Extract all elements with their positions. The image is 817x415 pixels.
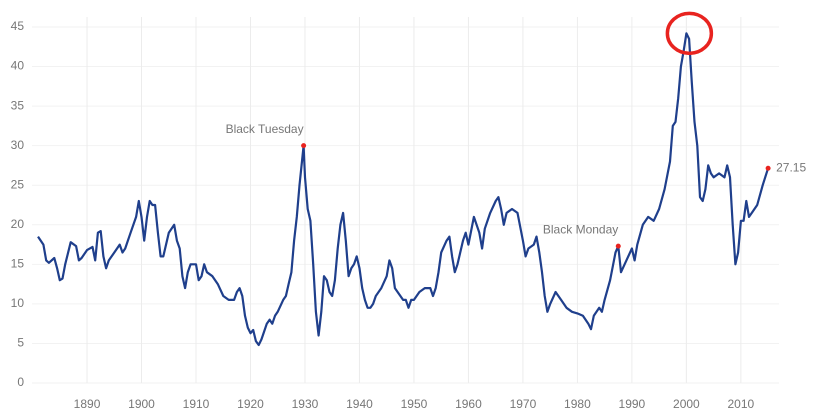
x-tick-label: 1910 [183, 397, 210, 411]
x-tick-label: 1950 [401, 397, 428, 411]
y-tick-label: 20 [11, 217, 25, 231]
x-tick-label: 2010 [728, 397, 755, 411]
annotation-point [615, 243, 621, 249]
x-tick-label: 1960 [455, 397, 482, 411]
x-tick-label: 1990 [619, 397, 646, 411]
y-tick-label: 25 [11, 177, 25, 191]
y-tick-label: 40 [11, 59, 25, 73]
annotation-label: Black Tuesday [226, 122, 304, 136]
highlight-circle [665, 11, 714, 56]
x-tick-label: 1970 [510, 397, 537, 411]
y-tick-label: 15 [11, 257, 25, 271]
y-tick-label: 30 [11, 138, 25, 152]
annotation-point [301, 143, 307, 149]
y-tick-label: 0 [17, 375, 24, 389]
y-tick-label: 35 [11, 98, 25, 112]
x-tick-label: 1930 [292, 397, 319, 411]
y-tick-label: 10 [11, 296, 25, 310]
x-tick-label: 1940 [346, 397, 373, 411]
x-tick-label: 1900 [128, 397, 155, 411]
x-tick-label: 1980 [564, 397, 591, 411]
x-tick-label: 1920 [237, 397, 264, 411]
end-value-label: 27.15 [776, 160, 806, 174]
line [37, 32, 770, 347]
end-point [765, 165, 771, 171]
annotation-label: Black Monday [543, 222, 618, 236]
x-tick-label: 2000 [673, 397, 700, 411]
y-tick-label: 45 [11, 19, 25, 33]
x-tick-label: 1890 [74, 397, 101, 411]
y-tick-label: 5 [17, 336, 24, 350]
